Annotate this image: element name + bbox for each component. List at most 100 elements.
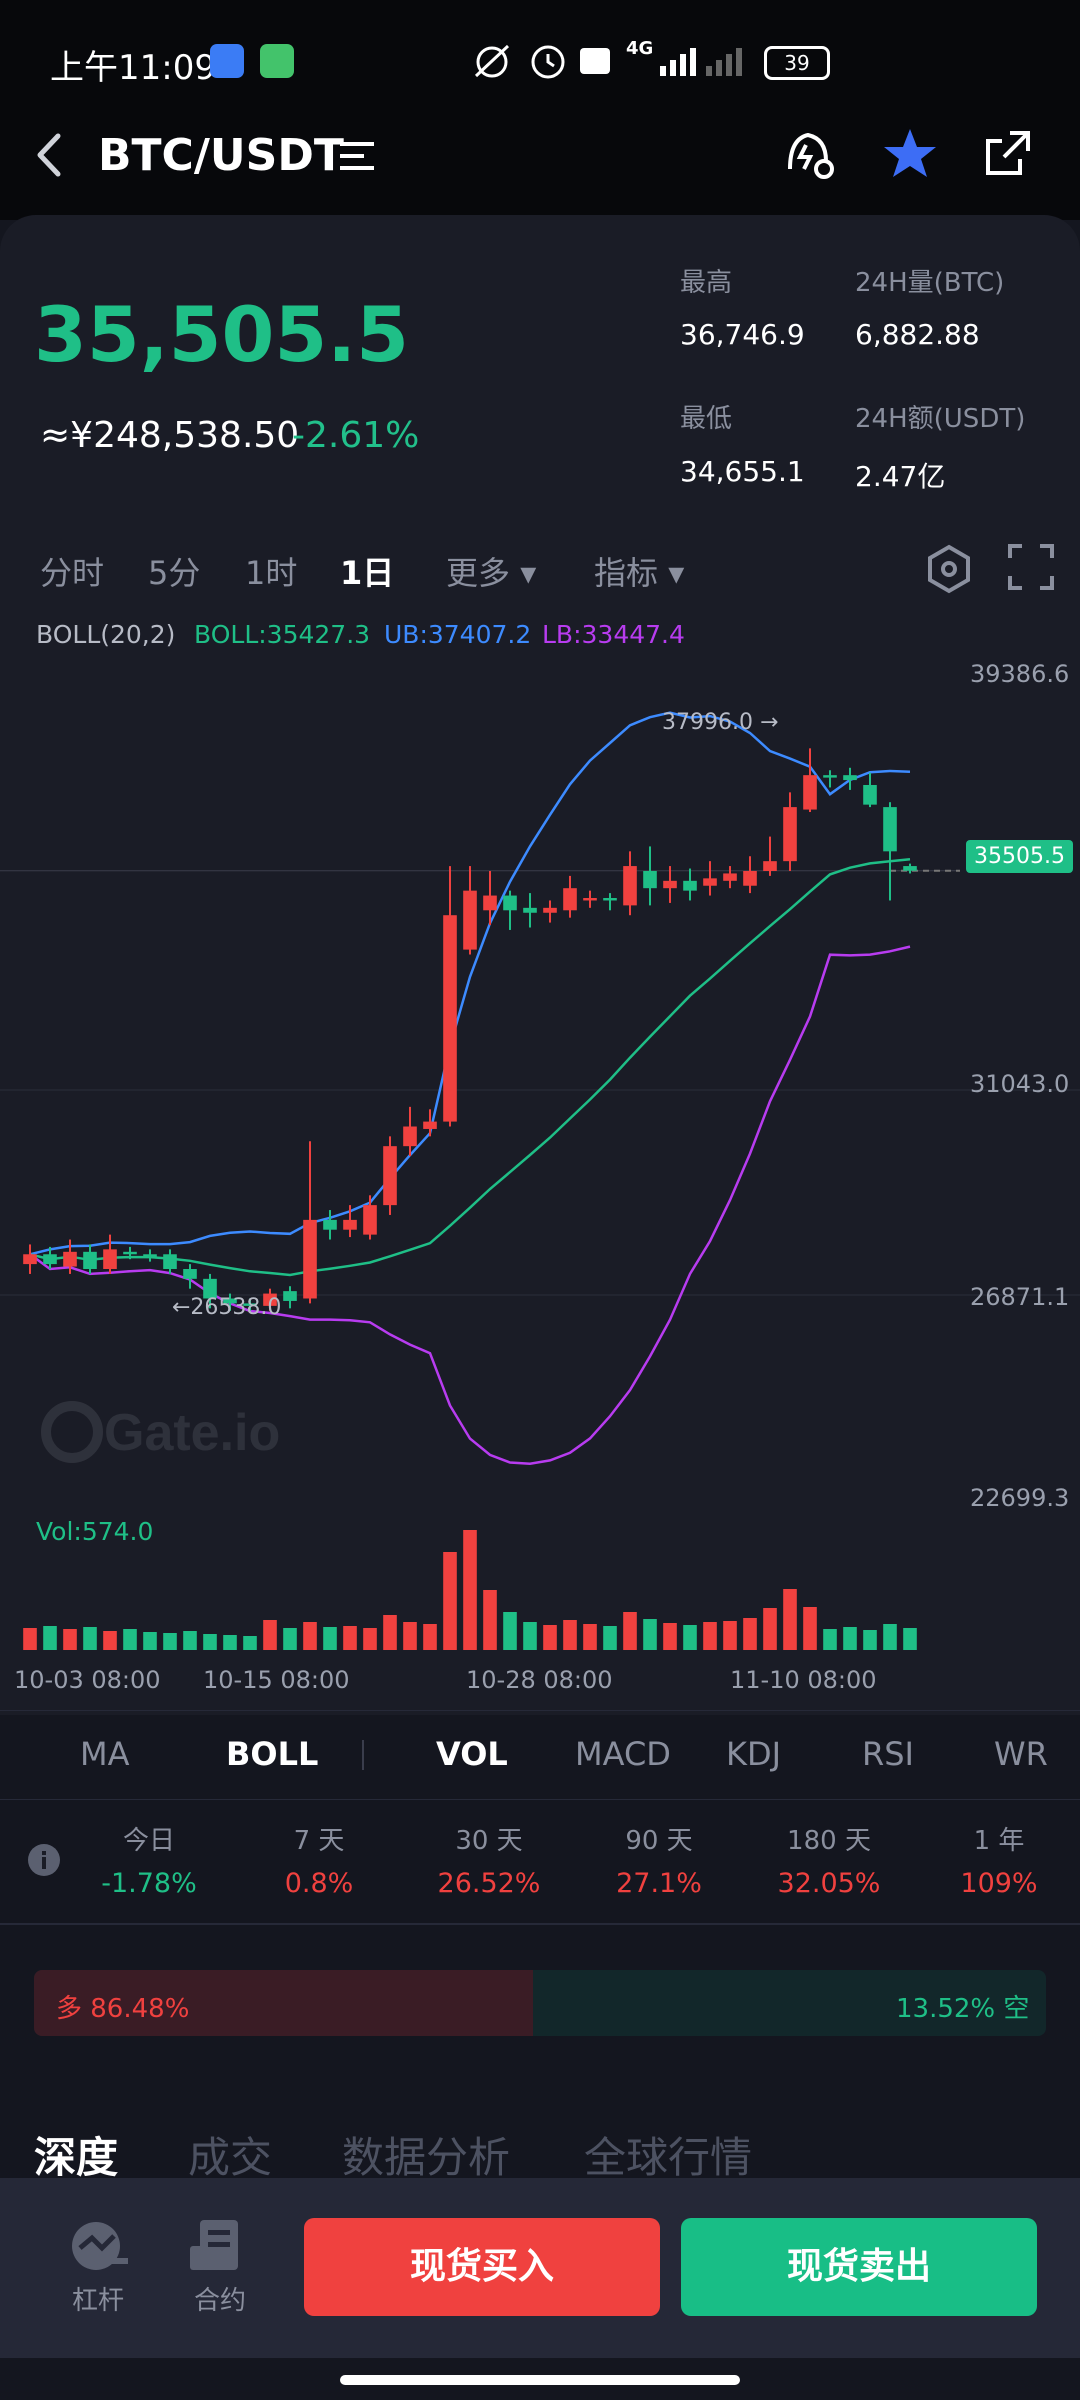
- high-label: 最高: [680, 268, 733, 298]
- tab-data-analysis[interactable]: 数据分析: [342, 2133, 511, 2182]
- x-tick-3: 10-28 08:00: [466, 1666, 613, 1694]
- boll-upper-band: [29, 711, 911, 1256]
- change-percent: -2.61%: [292, 415, 420, 456]
- candle-body-29: [603, 898, 617, 901]
- chart-settings-icon[interactable]: [924, 544, 974, 594]
- candle-body-22: [463, 890, 477, 950]
- volume-bar-17: [363, 1628, 377, 1650]
- candle-body-36: [743, 870, 757, 886]
- candle-16: [343, 1205, 357, 1238]
- tf-time-share[interactable]: 分时: [40, 554, 105, 592]
- low-label: 最低: [680, 404, 733, 434]
- volume-bar-40: [823, 1629, 837, 1650]
- candle-25: [523, 893, 537, 928]
- candle-body-25: [523, 907, 537, 913]
- ind-macd[interactable]: MACD: [575, 1735, 671, 1773]
- ind-vol[interactable]: VOL: [436, 1735, 508, 1773]
- volume-bar-12: [263, 1620, 277, 1650]
- menu-icon[interactable]: [338, 136, 378, 176]
- volume-bar-34: [703, 1622, 717, 1650]
- tab-trades[interactable]: 成交: [188, 2133, 273, 2182]
- volume-bar-44: [903, 1628, 917, 1650]
- candle-42: [863, 772, 877, 808]
- candle-8: [183, 1264, 197, 1289]
- tab-global-market[interactable]: 全球行情: [584, 2133, 753, 2182]
- vol-value: 6,882.88: [855, 318, 980, 351]
- ind-rsi[interactable]: RSI: [862, 1735, 914, 1773]
- volume-bar-8: [183, 1631, 197, 1650]
- candle-body-37: [763, 861, 777, 871]
- tf-1day[interactable]: 1日: [340, 554, 395, 592]
- low-value: 34,655.1: [680, 455, 805, 488]
- spot-buy-button[interactable]: 现货买入: [304, 2218, 660, 2316]
- candle-body-39: [803, 775, 817, 810]
- volume-bar-37: [763, 1608, 777, 1650]
- ind-ma[interactable]: MA: [80, 1735, 130, 1773]
- boll-lower-band: [29, 945, 911, 1465]
- candle-5: [123, 1246, 137, 1260]
- current-price-tag: 35505.5: [966, 840, 1073, 873]
- info-icon[interactable]: [26, 1842, 62, 1878]
- candle-13: [283, 1286, 297, 1309]
- candle-4: [103, 1234, 117, 1274]
- favorite-star-icon[interactable]: [880, 125, 940, 181]
- candlestick-chart[interactable]: Gate.io: [0, 650, 1080, 1700]
- volume-bar-19: [403, 1622, 417, 1650]
- tf-more-dropdown[interactable]: 更多 ▾: [446, 554, 537, 592]
- spot-sell-button[interactable]: 现货卖出: [681, 2218, 1037, 2316]
- price-alert-icon[interactable]: [780, 125, 836, 181]
- candle-12: [263, 1288, 277, 1311]
- lever-icon[interactable]: [66, 2218, 130, 2274]
- candle-body-8: [183, 1269, 197, 1279]
- perf-value-2: 26.52%: [437, 1868, 541, 1899]
- candle-30: [623, 851, 637, 916]
- volume-bar-32: [663, 1623, 677, 1650]
- boll-lb-value: LB:33447.4: [542, 620, 685, 649]
- ind-boll[interactable]: BOLL: [226, 1735, 319, 1773]
- candle-body-27: [563, 888, 577, 911]
- candle-body-23: [483, 895, 497, 911]
- wechat-notification-icon: [260, 44, 294, 78]
- y-tick-1: 39386.6: [970, 660, 1070, 688]
- ind-kdj[interactable]: KDJ: [726, 1735, 782, 1773]
- volume-bar-21: [443, 1552, 457, 1650]
- tf-1hour[interactable]: 1时: [245, 554, 298, 592]
- volume-bar-38: [783, 1589, 797, 1650]
- watermark-text: Gate.io: [104, 1404, 280, 1462]
- amount-label: 24H额(USDT): [855, 404, 1026, 434]
- fullscreen-icon[interactable]: [1008, 544, 1054, 590]
- max-price-marker: 37996.0 →: [662, 710, 779, 735]
- contract-label[interactable]: 合约: [193, 2286, 246, 2316]
- candle-28: [583, 890, 597, 908]
- indicator-dropdown[interactable]: 指标 ▾: [594, 554, 685, 592]
- last-price: 35,505.5: [34, 290, 410, 379]
- lever-label[interactable]: 杠杆: [71, 2286, 124, 2316]
- candle-9: [203, 1273, 217, 1309]
- tf-5min[interactable]: 5分: [148, 554, 201, 592]
- candle-38: [783, 792, 797, 871]
- back-arrow-icon[interactable]: [30, 130, 70, 180]
- status-icons: [474, 44, 610, 79]
- volume-bar-30: [623, 1612, 637, 1650]
- contract-icon[interactable]: [188, 2216, 244, 2276]
- ind-wr[interactable]: WR: [994, 1735, 1048, 1773]
- volume-bar-22: [463, 1530, 477, 1650]
- boll-ub-value: UB:37407.2: [384, 620, 532, 649]
- volume-bar-24: [503, 1612, 517, 1650]
- candle-29: [603, 893, 617, 911]
- boll-name: BOLL(20,2): [36, 620, 176, 649]
- volume-bar-36: [743, 1618, 757, 1650]
- home-indicator[interactable]: [340, 2375, 740, 2385]
- share-icon[interactable]: [980, 125, 1036, 181]
- candle-body-3: [83, 1251, 97, 1270]
- pair-title[interactable]: BTC/USDT: [98, 130, 344, 181]
- status-bar: [0, 0, 1080, 125]
- candle-body-44: [903, 866, 917, 871]
- candle-7: [163, 1249, 177, 1274]
- volume-bar-14: [303, 1622, 317, 1650]
- tab-depth[interactable]: 深度: [34, 2133, 119, 2182]
- x-tick-4: 11-10 08:00: [730, 1666, 877, 1694]
- y-tick-4: 22699.3: [970, 1484, 1070, 1512]
- candle-43: [883, 802, 897, 901]
- candle-body-9: [203, 1278, 217, 1299]
